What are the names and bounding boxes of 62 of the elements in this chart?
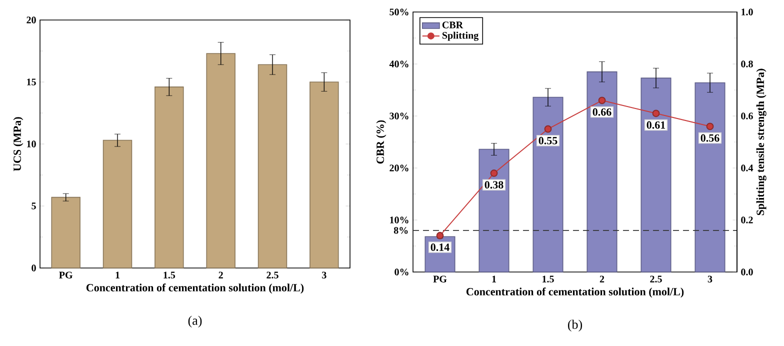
data-label: 0.38 bbox=[484, 181, 504, 189]
x-tick-label: 2 bbox=[600, 276, 604, 282]
y-tick-label: 0 bbox=[32, 264, 36, 272]
point bbox=[490, 170, 498, 177]
y-tick-label: 50% bbox=[390, 8, 408, 16]
y-tick-label: 30% bbox=[390, 112, 408, 120]
x-axis-title: Concentration of cementation solution (mol/L) bbox=[466, 288, 684, 298]
y-tick-label: 20 bbox=[26, 16, 36, 24]
y2-tick-label: 0.6 bbox=[741, 112, 753, 120]
y2-tick-label: 0.8 bbox=[741, 60, 753, 68]
legend-label: Splitting bbox=[442, 32, 479, 41]
bar bbox=[51, 196, 80, 268]
ref-line-label: 8% bbox=[394, 227, 408, 234]
x-tick-label: PG bbox=[433, 276, 447, 282]
x-tick-label: 1.5 bbox=[542, 276, 554, 282]
x-tick-label: 2.5 bbox=[650, 276, 662, 282]
x-tick-label: 2.5 bbox=[266, 272, 278, 278]
y2-tick-label: 0.0 bbox=[741, 268, 753, 276]
x-tick-label: 1 bbox=[492, 276, 496, 282]
y2-tick-label: 0.2 bbox=[741, 216, 753, 224]
point bbox=[598, 96, 606, 104]
text: (b) bbox=[568, 320, 582, 332]
bar bbox=[102, 140, 132, 268]
bar bbox=[694, 82, 726, 272]
y-tick-label: 10 bbox=[27, 140, 36, 148]
y-axis-title: CBR (%) bbox=[376, 120, 386, 164]
y-axis-title: UCS (MPa) bbox=[13, 117, 24, 172]
x-tick-label: PG bbox=[59, 272, 73, 278]
bar bbox=[586, 71, 618, 272]
bar bbox=[206, 53, 236, 268]
data-label: 0.55 bbox=[538, 136, 558, 144]
bar bbox=[532, 96, 564, 272]
y-tick-label: 5 bbox=[32, 202, 36, 210]
y-tick-label: 40% bbox=[389, 60, 408, 68]
x-axis-title: Concentration of cementation solution (mol/L) bbox=[86, 284, 304, 294]
x-tick-label: 1 bbox=[116, 272, 120, 278]
x-tick-label: 1.5 bbox=[164, 272, 176, 278]
y-tick-label: 0% bbox=[394, 268, 408, 276]
x-tick-label: 3 bbox=[322, 272, 326, 278]
y2-axis-title: Splitting tensile strength (MPa) bbox=[756, 68, 766, 216]
y2-tick-label: 0.4 bbox=[741, 164, 754, 172]
x-tick-label: 2 bbox=[218, 272, 223, 278]
bar bbox=[258, 64, 288, 268]
bar bbox=[154, 86, 184, 268]
point bbox=[544, 125, 552, 133]
data-label: 0.66 bbox=[592, 108, 612, 116]
bar bbox=[310, 82, 339, 268]
point bbox=[436, 232, 444, 240]
point bbox=[652, 110, 660, 118]
legend-label: CBR bbox=[442, 22, 464, 28]
bar bbox=[640, 78, 672, 272]
data-label: 0.61 bbox=[646, 121, 666, 129]
y-tick-label: 15 bbox=[27, 78, 36, 86]
y2-tick-label: 1.0 bbox=[742, 8, 753, 16]
point bbox=[706, 122, 714, 130]
bar bbox=[478, 148, 510, 272]
data-label: 0.56 bbox=[700, 134, 720, 142]
data-label: 0.14 bbox=[430, 244, 450, 251]
y-tick-label: 10% bbox=[390, 216, 408, 224]
y-tick-label: 20% bbox=[390, 164, 408, 172]
x-tick-label: 3 bbox=[708, 276, 712, 282]
text: (a) bbox=[188, 316, 202, 328]
